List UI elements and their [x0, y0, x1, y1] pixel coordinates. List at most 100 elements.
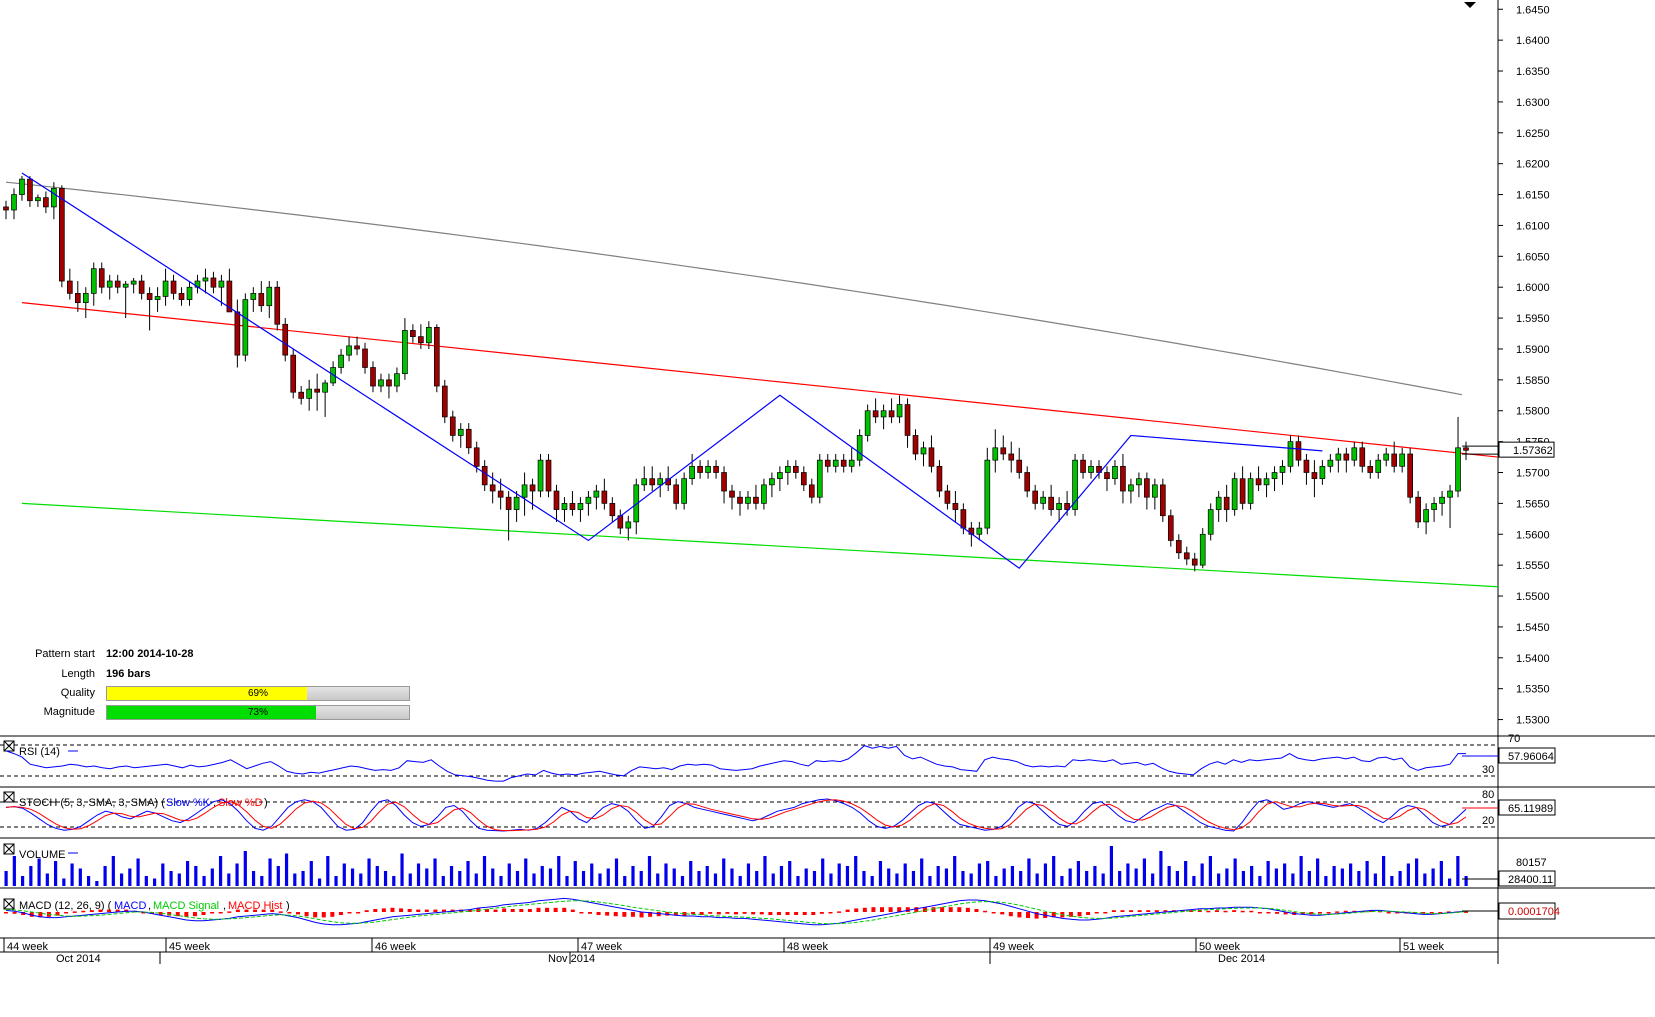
macd-hist-bar — [974, 909, 979, 912]
volume-bar — [161, 863, 165, 886]
candle-body — [1223, 496, 1230, 510]
macd-hist-bar — [442, 909, 446, 912]
candle — [465, 423, 472, 454]
candle — [609, 497, 616, 522]
macd-hist-bar — [1386, 912, 1391, 914]
candle-body — [67, 280, 73, 294]
candle — [178, 287, 185, 306]
candle-body — [561, 503, 568, 510]
price-tick-label: 1.6350 — [1516, 66, 1550, 78]
macd-hist-bar — [1008, 912, 1013, 917]
candle — [952, 491, 959, 522]
volume-bar — [169, 871, 173, 886]
price-tick-label: 1.6100 — [1516, 220, 1550, 232]
volume-bar — [20, 876, 25, 886]
volume-bar — [1233, 858, 1237, 886]
candle-body — [266, 286, 273, 307]
candle — [888, 398, 895, 424]
macd-hist-bar — [759, 912, 764, 915]
macd-hist-bar — [227, 911, 232, 913]
macd-hist-bar — [682, 912, 687, 916]
candle-body — [1287, 441, 1294, 467]
volume-bar — [969, 873, 973, 886]
volume-bar — [829, 873, 833, 886]
month-label: Dec 2014 — [1218, 953, 1265, 965]
macd-hist-bar — [588, 912, 592, 914]
candle-body — [11, 194, 17, 211]
macd-hist-bar — [1111, 910, 1116, 912]
candle — [218, 274, 225, 306]
volume-value-box — [1498, 870, 1556, 887]
macd-hist-bar — [1412, 912, 1417, 914]
macd-hist-bar — [167, 912, 172, 916]
macd-hist-bar — [278, 911, 283, 913]
volume-bar — [862, 871, 866, 886]
macd-hist-bar — [364, 910, 369, 912]
volume-bar — [664, 863, 668, 886]
volume-bar — [29, 866, 33, 886]
macd-hist-bar — [313, 912, 318, 918]
candle — [290, 348, 297, 399]
price-tick-label: 1.6000 — [1516, 282, 1550, 294]
volume-bar — [845, 866, 850, 886]
rsi-level-70-label: 70 — [1508, 733, 1520, 745]
volume-bar — [359, 873, 363, 886]
candle-body — [290, 354, 297, 393]
volume-bar — [1357, 871, 1361, 886]
volume-bar — [837, 863, 841, 886]
volume-bar — [1027, 858, 1031, 886]
candle — [832, 453, 839, 473]
candle-body — [370, 367, 376, 387]
macd-hist-bar — [1103, 912, 1108, 914]
candle-body — [1112, 465, 1118, 480]
candle — [984, 447, 991, 535]
candle-body — [1415, 496, 1421, 523]
volume-bar — [177, 873, 181, 886]
candle-body — [1327, 459, 1334, 467]
candle-body — [234, 311, 241, 356]
candle-body — [705, 465, 711, 473]
macd-hist-bar — [1206, 910, 1211, 913]
volume-bar — [400, 853, 404, 886]
macd-hist-bar — [1309, 912, 1314, 915]
candle — [681, 472, 687, 510]
macd-hist-bar — [493, 909, 498, 912]
macd-hist-bar — [579, 912, 584, 914]
macd-hist-bar — [897, 907, 902, 912]
candle-body — [1247, 478, 1254, 504]
candle-body — [761, 484, 767, 504]
volume-bar — [1126, 863, 1130, 886]
macd-hist-bar — [1137, 910, 1142, 912]
volume-bar — [152, 878, 157, 886]
macd-hist-bar — [1214, 910, 1219, 912]
stoch-level-20-label: 20 — [1482, 815, 1494, 827]
candle-body — [1128, 484, 1134, 492]
volume-bar — [1439, 861, 1443, 886]
volume-bar — [45, 873, 49, 886]
volume-value: 28400.11 — [1508, 874, 1553, 886]
candle — [410, 324, 416, 343]
macd-hist-bar — [321, 912, 326, 918]
candle — [1048, 484, 1054, 516]
rsi-label: RSI (14) — [19, 746, 60, 758]
candle-body — [625, 521, 632, 529]
volume-bar — [293, 873, 297, 886]
volume-bar — [672, 868, 676, 886]
candle — [689, 453, 695, 485]
macd-hist-bar — [708, 912, 713, 914]
candle — [298, 386, 305, 405]
volume-bar — [746, 863, 751, 886]
candle-body — [936, 465, 943, 492]
volume-bar — [1250, 866, 1254, 886]
candle — [346, 336, 352, 362]
candle-body — [1056, 503, 1062, 510]
candle-body — [713, 465, 719, 473]
macd-hist-bar — [854, 908, 859, 912]
macd-hist-bar — [519, 909, 524, 912]
volume-bar — [920, 858, 924, 886]
pattern-start-value: 12:00 2014-10-28 — [106, 648, 194, 660]
macd-hist-bar — [21, 912, 26, 915]
candle — [537, 453, 544, 498]
volume-bar — [1283, 863, 1287, 886]
candle-body — [1120, 465, 1126, 492]
